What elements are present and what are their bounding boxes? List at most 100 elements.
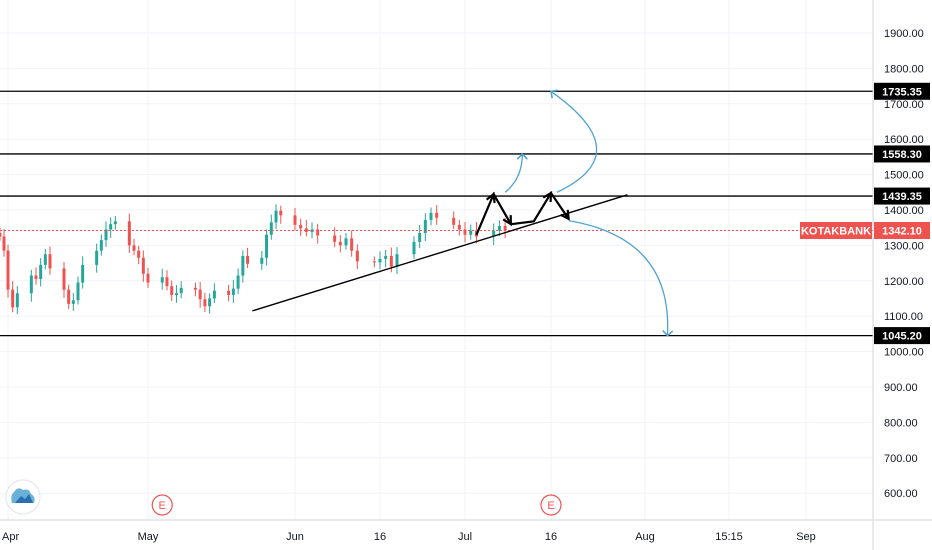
time-tick-label: 15:15 <box>715 531 743 543</box>
candle-body <box>104 229 108 241</box>
price-tick-label: 1700.00 <box>884 99 924 111</box>
time-tick-label: Jun <box>286 531 304 543</box>
level-labels: 1735.35 1558.30 1439.35 1045.20 <box>874 82 930 345</box>
candle-body <box>304 228 308 232</box>
candle-body <box>435 212 439 218</box>
candle-body <box>198 289 202 300</box>
candle-body <box>265 234 269 258</box>
symbol-name: KOTAKBANK <box>801 226 871 238</box>
level-label-background <box>874 82 930 100</box>
earnings-event-icon[interactable] <box>540 494 562 516</box>
candle-body <box>67 289 71 304</box>
candle-body <box>503 225 507 231</box>
candle-body <box>231 288 235 295</box>
candle-body <box>457 224 461 230</box>
price-tick-label: 1600.00 <box>884 134 924 146</box>
candle-body <box>141 257 145 274</box>
candle-body <box>11 289 15 308</box>
candle-body <box>246 256 250 264</box>
candle-body <box>113 221 117 225</box>
zigzag-projection[interactable] <box>475 190 570 236</box>
candle-body <box>241 256 245 276</box>
candle-body <box>193 287 197 290</box>
level-label-background <box>874 145 930 163</box>
price-tick-label: 1800.00 <box>884 63 924 75</box>
candle-body <box>34 275 38 280</box>
time-axis[interactable]: Apr May Jun 16 Jul 16 Aug 15:15 Sep <box>2 531 816 543</box>
zigzag-arrowhead <box>542 191 553 203</box>
candle-body <box>463 229 467 235</box>
price-tick-label: 900.00 <box>884 382 918 394</box>
candle-body <box>212 290 216 299</box>
candle-body <box>62 268 66 290</box>
candle-body <box>48 254 52 269</box>
candle-body <box>418 233 422 242</box>
candle-body <box>15 293 19 308</box>
candle-body <box>174 293 178 295</box>
candle-body <box>2 236 6 251</box>
horizontal-levels[interactable] <box>0 90 873 337</box>
price-tick-label: 600.00 <box>884 488 918 500</box>
price-tick-label: 1000.00 <box>884 347 924 359</box>
candle-body <box>423 219 427 234</box>
time-tick-label: May <box>138 531 159 543</box>
candle-body <box>132 245 136 251</box>
level-label: 1735.35 <box>882 86 922 98</box>
candle-body <box>350 238 354 251</box>
candle-body <box>412 241 416 255</box>
level-label-background <box>874 187 930 205</box>
price-tick-label: 1200.00 <box>884 276 924 288</box>
time-tick-label: Jul <box>458 531 472 543</box>
price-tick-label: 1500.00 <box>884 170 924 182</box>
candle-body <box>384 256 388 259</box>
earnings-event-icon[interactable] <box>151 494 173 516</box>
candle-body <box>389 256 393 267</box>
candle-body <box>372 261 376 263</box>
symbol-label-background <box>800 222 872 239</box>
time-tick-label: 16 <box>545 531 557 543</box>
candle-body <box>274 210 278 223</box>
price-tick-label: 1100.00 <box>884 311 923 323</box>
candle-body <box>109 224 113 230</box>
price-axis[interactable]: 600.00 700.00 800.00 900.00 1000.00 1100.00 12… <box>884 28 924 500</box>
price-tick-label: 1300.00 <box>884 240 924 252</box>
projection-curve-arrow[interactable] <box>568 219 668 336</box>
zigzag-arrowhead <box>485 191 496 204</box>
candle-body <box>279 210 283 216</box>
candle-body <box>160 277 164 283</box>
candle-body <box>137 250 141 258</box>
candle-body <box>81 264 85 283</box>
level-label-background <box>874 327 930 345</box>
candle-body <box>71 300 75 304</box>
candle-body <box>395 254 399 267</box>
candle-body <box>378 258 382 263</box>
logo-peak <box>15 494 33 503</box>
candle-body <box>355 250 359 262</box>
candle-body <box>293 215 297 225</box>
symbol-price-label: KOTAKBANK 1342.10 <box>800 222 930 239</box>
drawings[interactable] <box>252 91 667 335</box>
candle-body <box>0 233 2 237</box>
price-tick-label: 700.00 <box>884 453 918 465</box>
candle-body <box>179 287 183 294</box>
level-label: 1558.30 <box>882 149 922 161</box>
candle-body <box>316 229 320 236</box>
last-price-background <box>874 222 930 239</box>
candle-body <box>127 221 131 246</box>
price-tick-label: 1400.00 <box>884 205 924 217</box>
candle-body <box>469 230 473 235</box>
candle-body <box>39 264 43 280</box>
tradingview-logo[interactable] <box>5 479 41 515</box>
candle-body <box>452 217 456 225</box>
candle-body <box>76 282 80 301</box>
candle-body <box>29 275 33 294</box>
candle-body <box>299 224 303 229</box>
projection-curve-arrow[interactable] <box>504 154 522 193</box>
price-tick-label: 1900.00 <box>884 28 924 40</box>
projection-curve-arrow[interactable] <box>551 91 598 193</box>
zigzag-arrowhead <box>502 215 513 227</box>
